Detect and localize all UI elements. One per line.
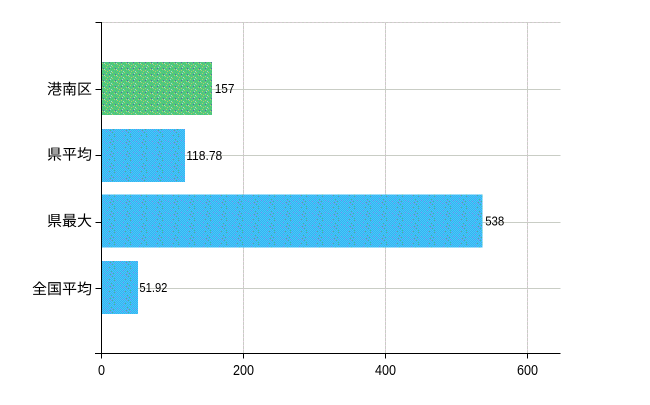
svg-text:0: 0 bbox=[98, 362, 105, 379]
svg-text:118.78: 118.78 bbox=[186, 148, 222, 163]
svg-text:200: 200 bbox=[233, 362, 254, 379]
svg-text:538: 538 bbox=[485, 214, 504, 229]
svg-text:600: 600 bbox=[517, 362, 538, 379]
svg-text:51.92: 51.92 bbox=[139, 280, 167, 295]
svg-text:400: 400 bbox=[375, 362, 396, 379]
svg-text:157: 157 bbox=[215, 81, 235, 96]
